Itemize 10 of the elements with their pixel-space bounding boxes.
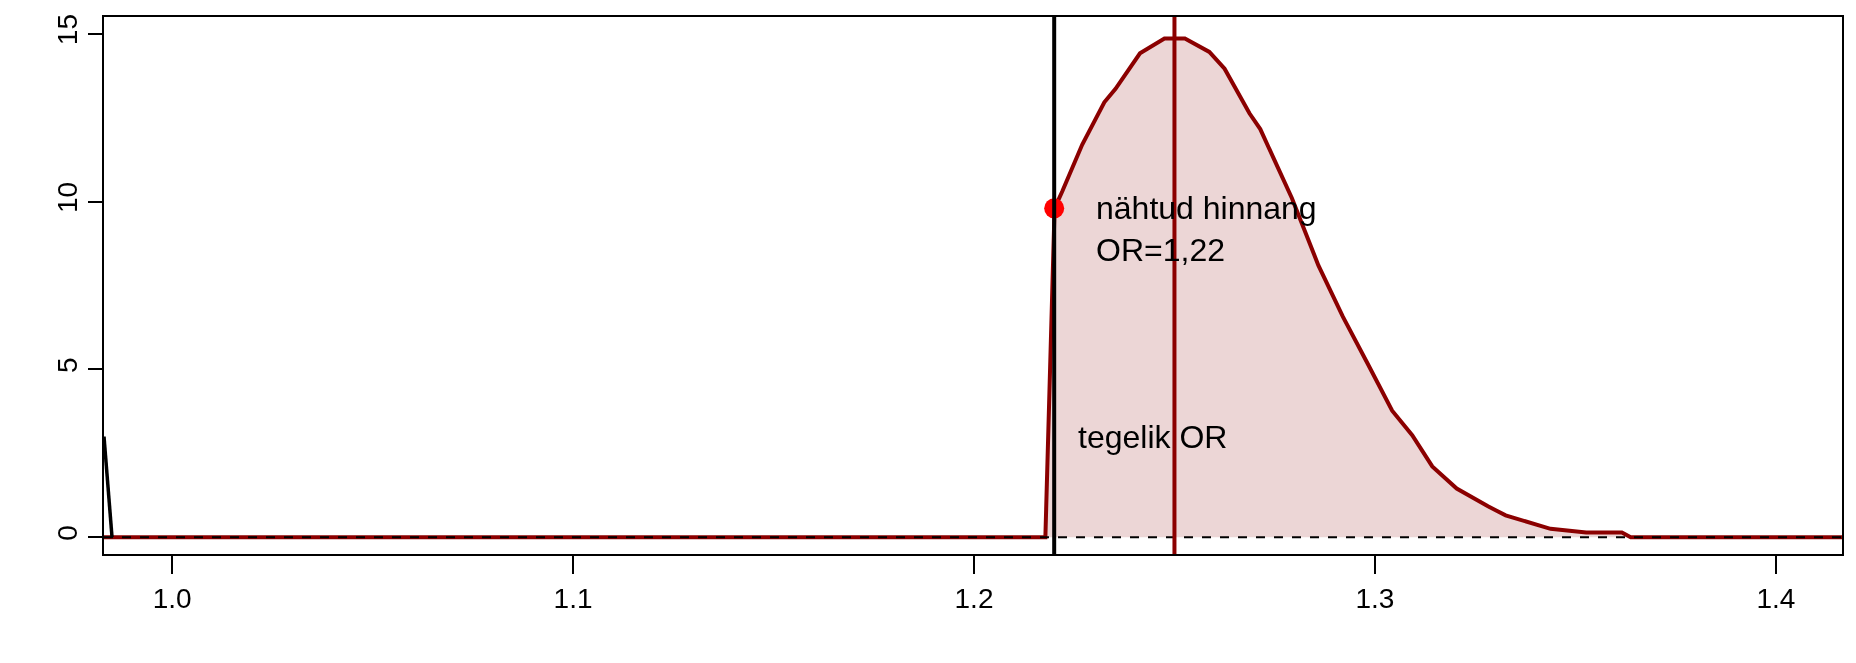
ref-line-label: tegelik OR	[1078, 419, 1228, 455]
x-tick-label: 1.4	[1756, 582, 1796, 614]
x-tick-label: 1.1	[553, 582, 593, 614]
y-tick-label: 0	[51, 525, 83, 541]
x-tick-label: 1.2	[954, 582, 994, 614]
x-tick-label: 1.3	[1355, 582, 1395, 614]
y-tick-label: 15	[51, 14, 83, 46]
y-tick-label: 5	[51, 357, 83, 373]
y-tick-label: 10	[51, 181, 83, 213]
x-tick-label: 1.0	[152, 582, 192, 614]
